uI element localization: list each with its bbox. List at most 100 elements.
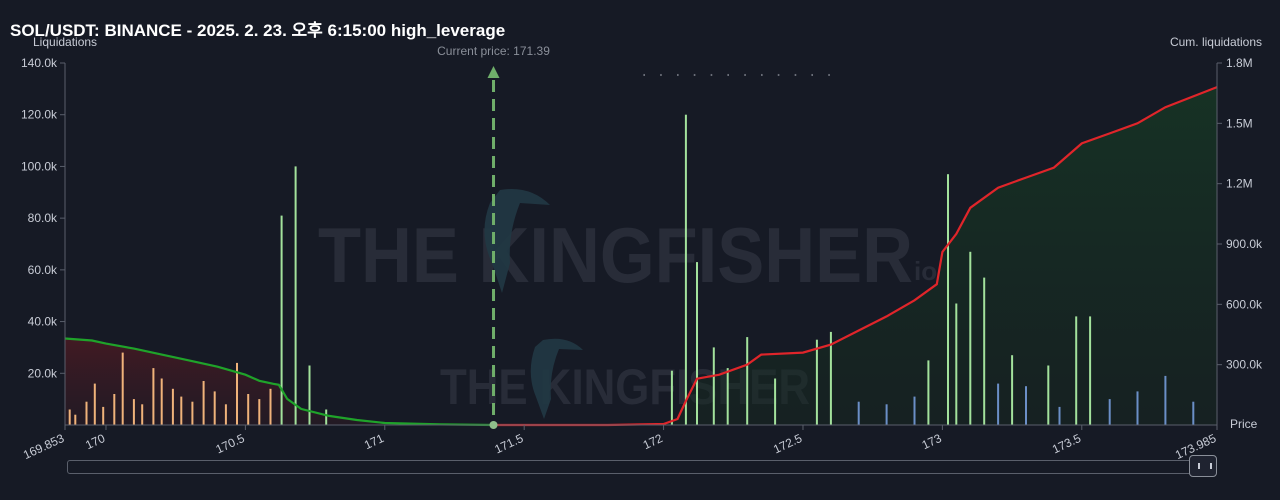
x-tick-label: 172 [641, 431, 665, 452]
minor-liquidations-bar [885, 404, 888, 425]
y-right-tick-label: 1.5M [1226, 116, 1253, 130]
long-liquidations-bar [141, 404, 144, 425]
y-right-tick-label: 1.2M [1226, 177, 1253, 191]
minor-liquidations-bar [1164, 375, 1167, 425]
y-right-tick-label: 300.0k [1226, 358, 1263, 372]
cum-long-line [64, 337, 494, 427]
long-liquidations-bar [132, 399, 135, 425]
long-liquidations-bar [102, 406, 105, 425]
short-liquidations-bar [983, 277, 986, 425]
top-dots: . . . . . . . . . . . . [640, 65, 833, 81]
short-liquidations-bar [969, 251, 972, 425]
minor-liquidations-bar [913, 396, 916, 425]
y-left-tick-label: 120.0k [21, 108, 58, 122]
x-tick-label: 169.853 [21, 431, 67, 462]
cumulative-lines [64, 86, 1218, 427]
y-left-tick-label: 20.0k [28, 366, 58, 380]
long-liquidations-bar [180, 396, 183, 425]
short-liquidations-bar [294, 166, 297, 425]
y-left-tick-label: 140.0k [21, 56, 58, 70]
long-liquidations-bar [74, 414, 77, 425]
short-liquidations-bar [1047, 365, 1050, 425]
x-axis-title: Price [1230, 417, 1258, 431]
long-liquidations-bar [113, 394, 116, 425]
cum-short-line [493, 86, 1218, 427]
long-liquidations-bar [68, 409, 71, 425]
current-price-label: Current price: 171.39 [437, 44, 550, 58]
minor-liquidations-bar [997, 383, 1000, 425]
current-price-marker[interactable]: Current price: 171.39 [437, 44, 550, 429]
left-axis-ticks: 20.0k 40.0k 60.0k 80.0k 100.0k 120.0k 140.0k [21, 56, 65, 380]
cum-long-area [65, 338, 494, 425]
minor-liquidations-bar [1192, 401, 1195, 425]
x-tick-label: 170 [83, 431, 107, 452]
right-axis-title: Cum. liquidations [1170, 35, 1262, 49]
watermark-suffix-text: io [914, 256, 937, 286]
short-liquidations-bar [325, 409, 328, 425]
y-left-tick-label: 60.0k [28, 263, 58, 277]
short-liquidations-bar [1075, 316, 1078, 425]
x-tick-label: 171 [362, 431, 386, 452]
short-liquidations-bar [308, 365, 311, 425]
right-axis-ticks: 300.0k 600.0k 900.0k 1.2M 1.5M 1.8M [1217, 56, 1263, 372]
short-liquidations-bar [815, 339, 818, 425]
y-left-tick-label: 40.0k [28, 315, 58, 329]
short-liquidations-bar [829, 331, 832, 425]
watermark-main-text: THE KINGFISHER [318, 211, 913, 299]
y-right-tick-label: 600.0k [1226, 297, 1263, 311]
range-scrollbar[interactable] [67, 460, 1217, 474]
long-liquidations-bar [121, 352, 124, 425]
current-price-arrow-icon [487, 66, 500, 78]
long-liquidations-bar [171, 388, 174, 425]
short-liquidations-bar [1011, 355, 1014, 425]
long-liquidations-bar [152, 368, 155, 425]
long-liquidations-bar [202, 381, 205, 425]
minor-liquidations-bar [1025, 386, 1027, 425]
short-liquidations-bar [1089, 316, 1092, 425]
long-liquidations-bar [269, 388, 272, 425]
short-liquidations-bar [696, 262, 698, 425]
y-right-tick-label: 1.8M [1226, 56, 1253, 70]
x-tick-label: 172.5 [771, 431, 804, 457]
liquidation-bars [68, 114, 1195, 425]
left-axis-title: Liquidations [33, 35, 97, 49]
cum-short-area [493, 87, 1217, 425]
short-liquidations-bar [955, 303, 958, 425]
minor-liquidations-bar [1136, 391, 1139, 425]
short-liquidations-bar [684, 114, 687, 425]
short-liquidations-bar [927, 360, 930, 425]
short-liquidations-bar [670, 370, 673, 425]
short-liquidations-bar [774, 378, 777, 425]
x-tick-label: 173.5 [1050, 431, 1083, 457]
long-liquidations-bar [191, 401, 194, 425]
x-tick-label: 171.5 [492, 431, 525, 457]
long-liquidations-bar [85, 401, 88, 425]
short-liquidations-bar [947, 174, 949, 425]
grip-icon [1198, 463, 1212, 469]
kingfisher-bird-icon-small [530, 338, 583, 419]
long-liquidations-bar [213, 391, 216, 425]
minor-liquidations-bar [1108, 399, 1111, 425]
minor-liquidations-bar [1058, 406, 1061, 425]
range-scroll-handle[interactable] [1189, 455, 1217, 477]
long-liquidations-bar [224, 404, 227, 425]
y-right-tick-label: 900.0k [1226, 237, 1263, 251]
long-liquidations-bar [160, 378, 163, 425]
chart-title: SOL/USDT: BINANCE - 2025. 2. 23. 오후 6:15… [10, 21, 506, 40]
x-tick-label: 173 [920, 431, 944, 452]
long-liquidations-bar [93, 383, 96, 425]
long-liquidations-bar [247, 394, 250, 425]
short-liquidations-bar [280, 215, 283, 425]
long-liquidations-bar [258, 399, 261, 425]
y-left-tick-label: 100.0k [21, 159, 58, 173]
short-liquidations-bar [726, 368, 729, 425]
current-price-dot [489, 421, 498, 429]
y-left-tick-label: 80.0k [28, 211, 58, 225]
minor-liquidations-bar [857, 401, 860, 425]
kingfisher-bird-icon [484, 189, 550, 293]
x-axis-ticks: 169.853 170 170.5 171 171.5 172 172.5 173 173.5 1… [21, 425, 1219, 462]
short-liquidations-bar [746, 337, 749, 425]
x-tick-label: 170.5 [214, 431, 247, 457]
short-liquidations-bar [712, 347, 715, 425]
